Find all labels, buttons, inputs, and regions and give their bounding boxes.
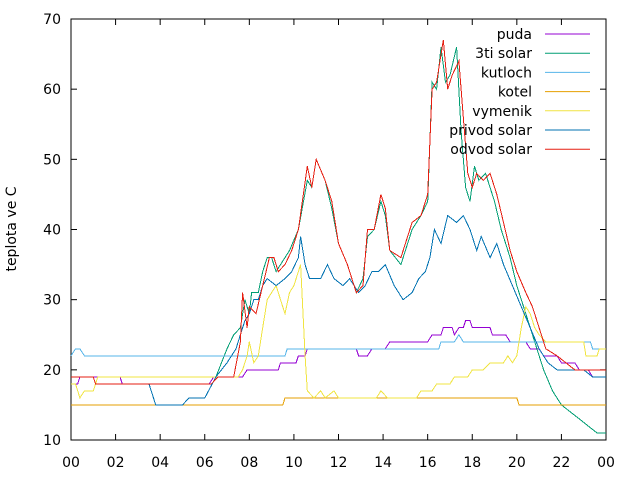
x-tick-label: 10 [285, 455, 303, 471]
x-tick-label: 08 [240, 455, 258, 471]
y-tick-label: 60 [43, 82, 61, 98]
legend-label-3ti-solar: 3ti solar [475, 46, 532, 62]
x-tick-label: 22 [553, 455, 571, 471]
y-tick-label: 50 [43, 152, 61, 168]
legend-label-puda: puda [497, 27, 532, 43]
x-tick-label: 06 [196, 455, 214, 471]
series-line-kotel [71, 397, 606, 406]
x-axis: 00 02 04 06 08 10 12 14 16 18 20 22 00 [62, 19, 615, 471]
series-line-kutloch [70, 333, 606, 357]
x-tick-label: 02 [107, 455, 125, 471]
x-tick-label: 18 [463, 455, 481, 471]
x-tick-label: 00 [597, 455, 615, 471]
x-tick-label: 16 [419, 455, 437, 471]
x-tick-label: 00 [62, 455, 80, 471]
y-tick-label: 70 [43, 12, 61, 28]
series-line-privod-solar [71, 214, 606, 406]
y-tick-label: 10 [43, 433, 61, 449]
series-line-puda [71, 320, 606, 385]
series-line-vymenik [71, 264, 606, 400]
x-tick-label: 12 [330, 455, 348, 471]
y-axis-label: teplota ve C [4, 186, 20, 271]
y-tick-label: 30 [43, 293, 61, 309]
legend-label-kutloch: kutloch [481, 65, 532, 81]
y-axis: 10 20 30 40 50 60 70 [43, 12, 606, 449]
legend-label-vymenik: vymenik [472, 104, 533, 120]
y-tick-label: 20 [43, 363, 61, 379]
legend-label-privod-solar: privod solar [449, 123, 532, 139]
x-tick-label: 14 [374, 455, 392, 471]
x-tick-label: 04 [151, 455, 169, 471]
series-lines [70, 40, 606, 434]
legend-label-kotel: kotel [498, 85, 532, 101]
legend-label-odvod-solar: odvod solar [450, 142, 532, 158]
series-line-odvod-solar [71, 40, 606, 385]
y-tick-label: 40 [43, 223, 61, 239]
legend: puda 3ti solar kutloch kotel vymenik privod s… [449, 27, 590, 158]
x-tick-label: 20 [508, 455, 526, 471]
